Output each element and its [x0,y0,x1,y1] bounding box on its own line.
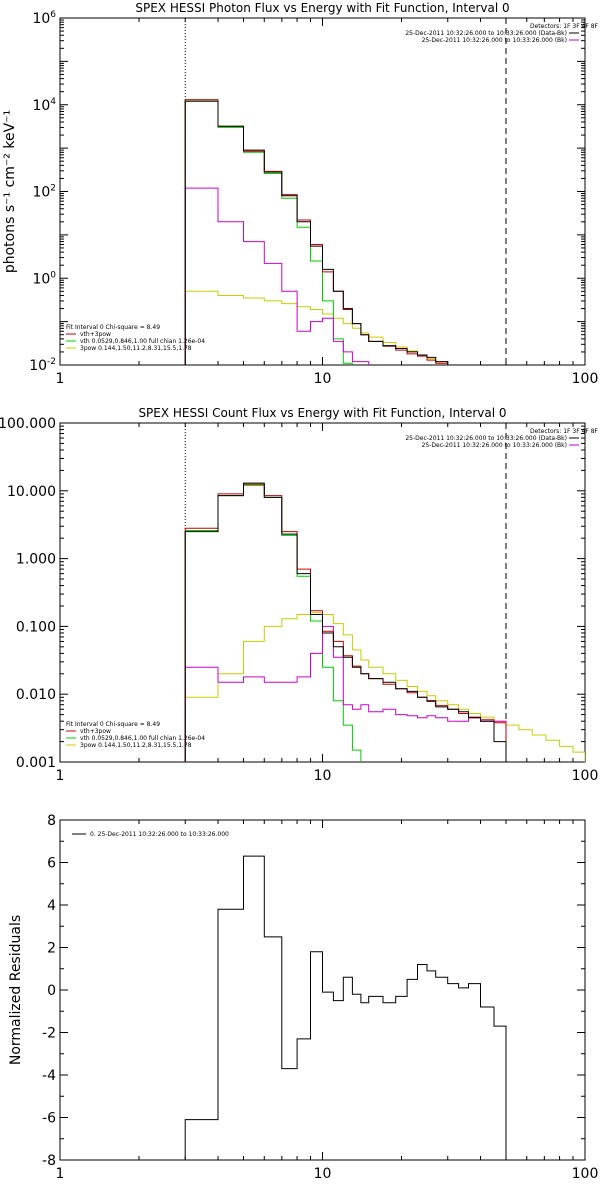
series-layer [184,855,507,1160]
x-tick-label: 10 [314,768,332,784]
y-tick-label: 0 [47,983,56,999]
legend-entry: Detectors: 1F 3F 4F 8F [530,428,599,435]
series-0-25-dec-2011-10-32-26-000-to-10-33-26-000-line [184,855,507,1160]
y-tick-label: 106 [32,10,56,27]
panel-photon: SPEX HESSI Photon Flux vs Energy with Fi… [2,1,599,387]
legend-entry: Fit Interval 0 Chi-square = 8.49 [66,324,160,331]
panel-count: SPEX HESSI Count Flux vs Energy with Fit… [0,406,599,784]
series-3pow-line [184,612,585,762]
y-tick-label: 102 [32,184,56,201]
legend-entry: vth 0.0529,0.846,1.00 full chian 1.26e-0… [80,735,205,742]
series-bk-line [184,625,507,762]
legend-entry: 25-Dec-2011 10:32:26.000 to 10:33:26.000… [405,435,567,442]
series-vth-3pow-line [184,483,507,762]
y-tick-label: 100 [32,270,56,287]
y-tick-label: 0.010 [16,687,56,703]
y-tick-label: 10.000 [7,484,56,500]
chart-title: SPEX HESSI Count Flux vs Energy with Fit… [138,406,506,420]
series-3pow-line [184,290,449,365]
series-bk-line [184,187,370,365]
panel-residuals: 1 10 100 -8 -6 -4 -2 0 2 4 6 8 Normalized Residuals 0… [8,813,599,1182]
y-tick-label: 4 [47,898,56,914]
y-tick-label: -6 [42,1111,56,1127]
legend-entry: 25-Dec-2011 10:32:26.000 to 10:33:26.000… [422,37,567,44]
y-tick-label: 10-2 [29,357,56,374]
legend-entry: 3pow 0.144,1.50,11.2,8.31,15.5,1.78 [80,742,192,749]
legend-entry: vth+3pow [80,728,111,735]
y-tick-label: 0.001 [16,755,56,771]
chart-title: SPEX HESSI Photon Flux vs Energy with Fi… [135,1,509,15]
x-tick-label: 1 [56,1166,65,1182]
series-layer [184,99,460,365]
series-vth-line [184,99,353,365]
y-tick-label: 100.000 [0,416,56,432]
y-tick-label: 2 [47,941,56,957]
series-data-bk-line [184,482,507,762]
x-tick-label: 1 [56,768,65,784]
x-tick-label: 100 [572,371,599,387]
y-tick-label: -2 [42,1026,56,1042]
legend-entry: 3pow 0.144,1.50,11.2,8.31,15.5,1.78 [80,345,192,352]
x-tick-label: 100 [572,1166,599,1182]
y-tick-label: 6 [47,856,56,872]
legend-entry: 25-Dec-2011 10:32:26.000 to 10:33:26.000… [422,442,567,449]
x-tick-label: 1 [56,371,65,387]
y-tick-label: 104 [32,97,56,114]
legend-entry: vth 0.0529,0.846,1.00 full chian 1.26e-0… [80,338,205,345]
series-layer [184,482,585,762]
y-tick-label: 1.000 [16,552,56,568]
legend-entry: Fit Interval 0 Chi-square = 8.49 [66,721,160,728]
y-tick-label: 8 [47,813,56,829]
legend-entry: Detectors: 1F 3F 4F 8F [530,23,599,30]
legend-entry: 25-Dec-2011 10:32:26.000 to 10:33:26.000… [405,30,567,37]
y-tick-label: -8 [42,1153,56,1169]
x-tick-label: 10 [314,1166,332,1182]
legend-entry: 0. 25-Dec-2011 10:32:26.000 to 10:33:26.… [90,831,229,838]
y-tick-label: 0.100 [16,619,56,635]
x-tick-label: 10 [314,371,332,387]
series-vth-3pow-line [184,99,449,365]
series-vth-line [184,484,362,762]
series-data-bk-line [184,100,460,365]
x-tick-label: 100 [572,768,599,784]
y-axis-label: Normalized Residuals [8,915,24,1065]
y-axis-label: photons s⁻¹ cm⁻² keV⁻¹ [2,110,18,273]
legend-entry: vth+3pow [80,331,111,338]
y-tick-label: -4 [42,1068,56,1084]
